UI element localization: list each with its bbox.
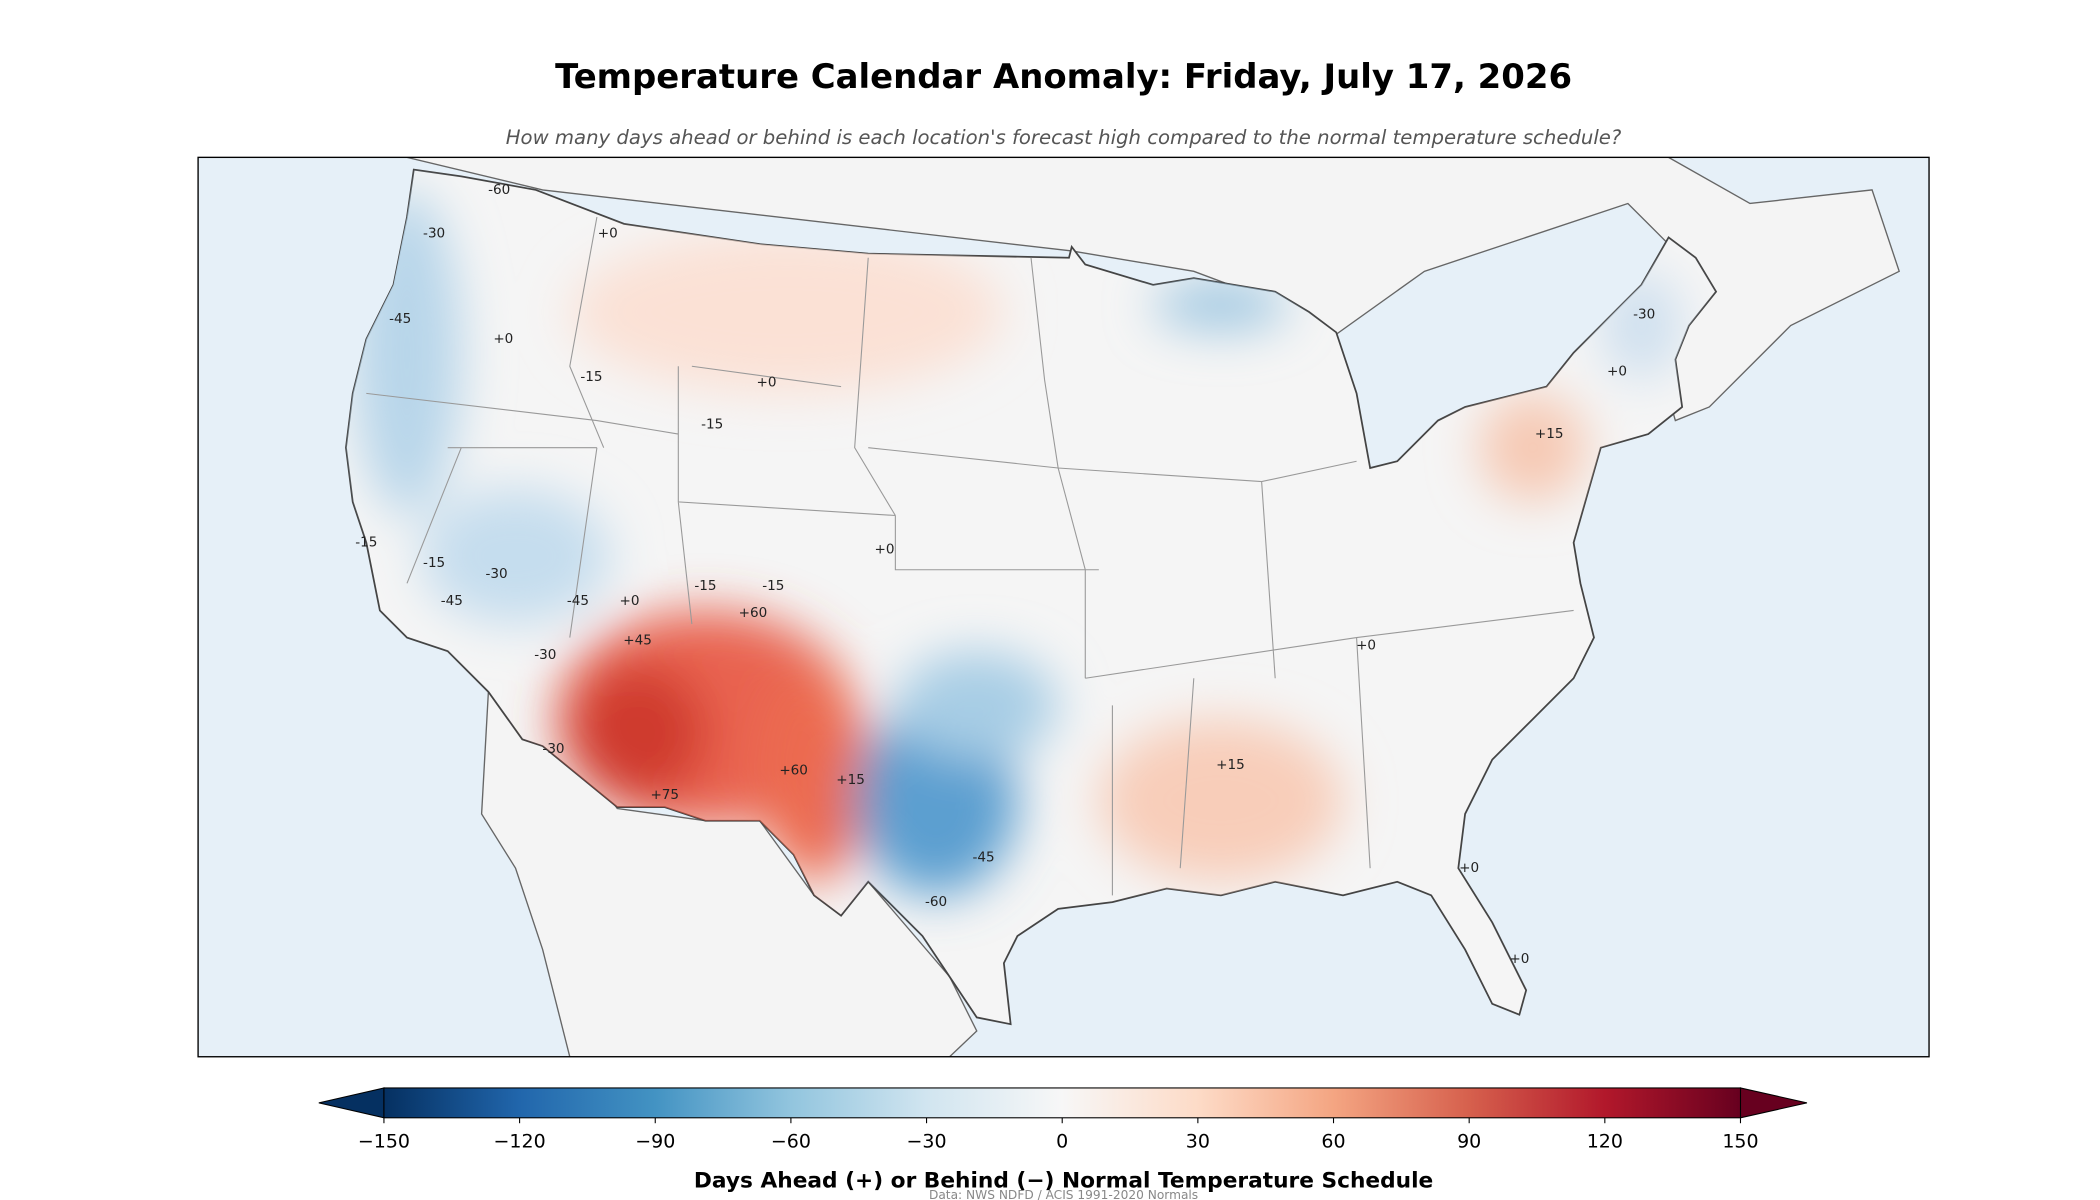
contour-label: -15 bbox=[580, 369, 602, 385]
contour-label: +0 bbox=[1459, 860, 1479, 876]
colorbar-tick-label: −60 bbox=[771, 1131, 811, 1153]
colorbar: −150 −120 −90 −60 −30 0 30 60 90 120 150 bbox=[318, 1087, 1808, 1153]
contour-label: -30 bbox=[542, 741, 564, 757]
contour-label: +0 bbox=[1356, 638, 1376, 654]
contour-label: +0 bbox=[756, 375, 776, 391]
subtitle: How many days ahead or behind is each lo… bbox=[506, 126, 1622, 149]
contour-label: -15 bbox=[355, 535, 377, 551]
contour-label: -15 bbox=[694, 578, 716, 594]
colorbar-tick-label: 0 bbox=[1056, 1131, 1068, 1153]
colorbar-tick-label: −90 bbox=[635, 1131, 675, 1153]
source-note: Data: NWS NDFD / ACIS 1991-2020 Normals bbox=[929, 1188, 1198, 1200]
colorbar-extend-low bbox=[318, 1087, 385, 1119]
colorbar-tick-label: 120 bbox=[1587, 1131, 1623, 1153]
contour-label: -45 bbox=[972, 849, 994, 865]
contour-label: -15 bbox=[423, 555, 445, 571]
state-borders bbox=[366, 216, 1574, 896]
contour-label: +0 bbox=[493, 331, 513, 347]
contour-label: +15 bbox=[836, 772, 865, 788]
contour-label: -45 bbox=[389, 311, 411, 327]
colorbar-tick-label: −120 bbox=[494, 1131, 546, 1153]
colorbar-tick-label: 30 bbox=[1186, 1131, 1210, 1153]
map: -60 -30 +0 -15 -45 +0 -15 +0 -15 -15 -15 -30 -45 -45 +… bbox=[198, 157, 1930, 1057]
colorbar-tick-label: −150 bbox=[358, 1131, 410, 1153]
contour-label: +60 bbox=[739, 605, 768, 621]
contour-label: -30 bbox=[534, 647, 556, 663]
contour-label: +75 bbox=[650, 787, 679, 803]
colorbar-tick-label: −30 bbox=[907, 1131, 947, 1153]
contour-label: -30 bbox=[423, 225, 445, 241]
title: Temperature Calendar Anomaly: Friday, Ju… bbox=[555, 57, 1572, 96]
contour-label: -60 bbox=[925, 894, 947, 910]
contour-label: +15 bbox=[1216, 757, 1245, 773]
contour-label: -45 bbox=[567, 593, 589, 609]
contour-label: +0 bbox=[875, 541, 895, 557]
contour-label: -15 bbox=[762, 578, 784, 594]
contour-label: +15 bbox=[1535, 426, 1564, 442]
contour-label: +45 bbox=[623, 632, 652, 648]
contour-label: -30 bbox=[1633, 307, 1655, 323]
contour-label: +0 bbox=[619, 593, 639, 609]
contour-label: -15 bbox=[701, 417, 723, 433]
contour-label: +0 bbox=[1607, 364, 1627, 380]
contour-label: +60 bbox=[779, 763, 808, 779]
colorbar-label: Days Ahead (+) or Behind (−) Normal Temp… bbox=[694, 1169, 1433, 1194]
map-frame bbox=[197, 156, 1930, 1058]
colorbar-tick-label: 90 bbox=[1457, 1131, 1481, 1153]
colorbar-tick-label: 150 bbox=[1722, 1131, 1758, 1153]
colorbar-extend-high bbox=[1739, 1087, 1808, 1119]
contour-labels: -60 -30 +0 -15 -45 +0 -15 +0 -15 -15 -15 -30 -45 -45 +… bbox=[355, 182, 1655, 967]
colorbar-tick-label: 60 bbox=[1321, 1131, 1345, 1153]
contour-label: -30 bbox=[485, 566, 507, 582]
contour-label: -45 bbox=[441, 593, 463, 609]
colorbar-gradient bbox=[383, 1087, 1742, 1119]
contour-label: +0 bbox=[1509, 951, 1529, 967]
contour-label: -60 bbox=[488, 182, 510, 198]
contour-label: +0 bbox=[598, 225, 618, 241]
mexico bbox=[480, 690, 978, 1057]
